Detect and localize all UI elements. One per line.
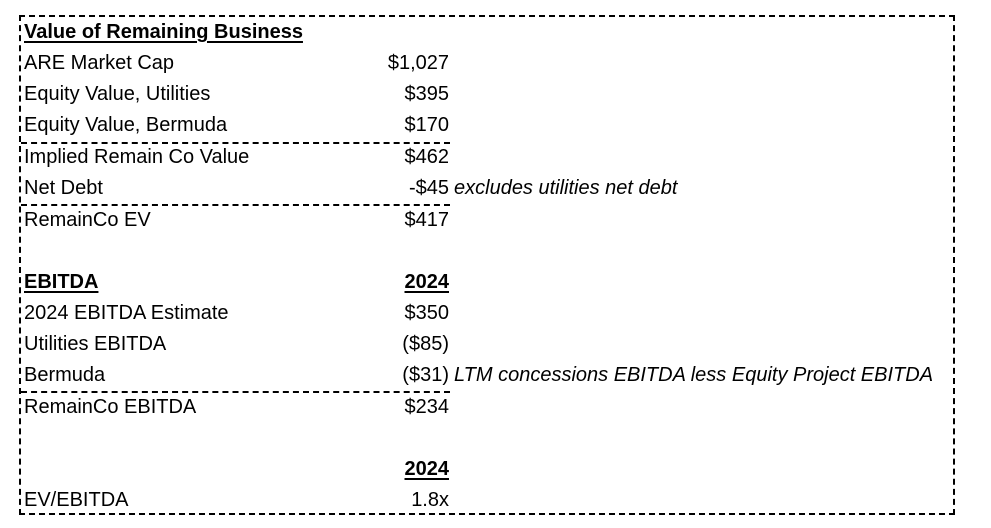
table-row: Bermuda ($31) LTM concessions EBITDA les… xyxy=(22,360,952,391)
subtotal-divider xyxy=(21,391,450,393)
row-value: $462 xyxy=(404,146,450,168)
table-row: Equity Value, Bermuda $170 xyxy=(22,110,952,141)
table-row: Implied Remain Co Value $462 xyxy=(22,142,952,173)
year-header: 2024 xyxy=(404,458,450,480)
row-label: EV/EBITDA xyxy=(24,489,129,511)
multiple-header-row: 2024 xyxy=(22,454,952,485)
row-label: Bermuda xyxy=(24,364,106,386)
row-label: 2024 EBITDA Estimate xyxy=(24,302,229,324)
row-value: $350 xyxy=(404,302,450,324)
row-label: Utilities EBITDA xyxy=(24,333,167,355)
row-value: $417 xyxy=(404,209,450,231)
table-row: Equity Value, Utilities $395 xyxy=(22,79,952,110)
row-value: ($31) xyxy=(402,364,449,386)
row-value: $234 xyxy=(404,396,450,418)
table-border xyxy=(19,15,955,515)
row-label: Equity Value, Utilities xyxy=(24,83,211,105)
row-label: ARE Market Cap xyxy=(24,52,175,74)
row-note: excludes utilities net debt xyxy=(454,177,678,199)
table-row: RemainCo EV $417 xyxy=(22,205,952,236)
row-label: RemainCo EBITDA xyxy=(24,396,197,418)
section-ebitda-header-row: EBITDA 2024 xyxy=(22,267,952,298)
table-row: ARE Market Cap $1,027 xyxy=(22,48,952,79)
row-label: Implied Remain Co Value xyxy=(24,146,250,168)
subtotal-divider xyxy=(21,142,450,144)
table-row: 2024 EBITDA Estimate $350 xyxy=(22,298,952,329)
row-label: RemainCo EV xyxy=(24,209,151,231)
table-row: EV/EBITDA 1.8x xyxy=(22,485,952,516)
row-value: 1.8x xyxy=(411,489,449,511)
year-header: 2024 xyxy=(404,271,450,293)
row-value: $395 xyxy=(404,83,450,105)
row-value: -$45 xyxy=(408,177,449,199)
row-value: $1,027 xyxy=(387,52,449,74)
row-note: LTM concessions EBITDA less Equity Proje… xyxy=(454,364,934,386)
row-label: Equity Value, Bermuda xyxy=(24,114,228,136)
row-label: Net Debt xyxy=(24,177,103,199)
table-row: RemainCo EBITDA $234 xyxy=(22,392,952,423)
table-row: Net Debt -$45 excludes utilities net deb… xyxy=(22,173,952,204)
section-value-header-row: Value of Remaining Business xyxy=(22,17,952,48)
row-value: $170 xyxy=(404,114,450,136)
section-ebitda-title: EBITDA xyxy=(24,271,99,293)
section-value-title: Value of Remaining Business xyxy=(24,21,303,43)
subtotal-divider xyxy=(21,204,450,206)
row-value: ($85) xyxy=(402,333,449,355)
table-row: Utilities EBITDA ($85) xyxy=(22,329,952,360)
